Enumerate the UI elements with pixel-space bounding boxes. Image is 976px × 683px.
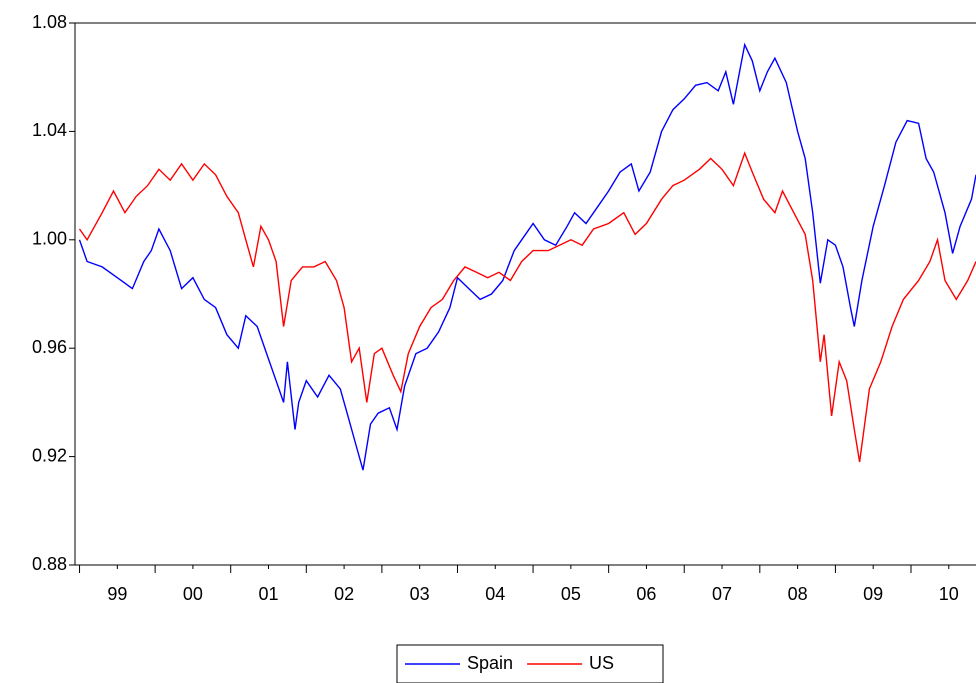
- x-tick-label: 01: [258, 584, 278, 604]
- x-tick-label: 05: [561, 584, 581, 604]
- x-tick-label: 00: [183, 584, 203, 604]
- x-tick-label: 10: [939, 584, 959, 604]
- y-tick-label: 0.88: [32, 554, 67, 574]
- x-tick-label: 06: [636, 584, 656, 604]
- x-tick-label: 02: [334, 584, 354, 604]
- y-tick-label: 1.00: [32, 229, 67, 249]
- x-tick-label: 03: [410, 584, 430, 604]
- x-tick-label: 08: [788, 584, 808, 604]
- y-tick-label: 0.96: [32, 337, 67, 357]
- y-tick-label: 1.04: [32, 120, 67, 140]
- x-tick-label: 99: [107, 584, 127, 604]
- x-tick-label: 07: [712, 584, 732, 604]
- legend-label: US: [589, 653, 614, 673]
- legend-label: Spain: [467, 653, 513, 673]
- y-tick-label: 0.92: [32, 445, 67, 465]
- series-line: [78, 151, 976, 463]
- series-line: [78, 42, 976, 471]
- y-tick-label: 1.08: [32, 12, 67, 32]
- x-tick-label: 09: [863, 584, 883, 604]
- x-tick-label: 04: [485, 584, 505, 604]
